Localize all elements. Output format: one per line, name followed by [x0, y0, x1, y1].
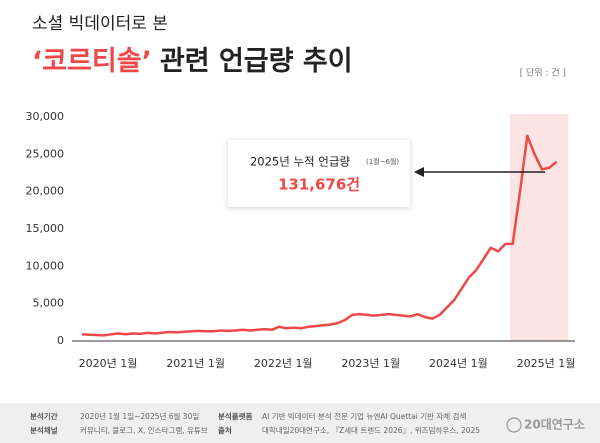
highlight-band — [510, 114, 569, 341]
footer — [0, 403, 600, 443]
title-highlight: ‘코르티솔’ — [32, 46, 152, 77]
footer-text: 2020년 1월 1일~2025년 6월 30일 — [80, 411, 199, 421]
footer-key: 분석플랫폼 — [218, 411, 253, 421]
y-tick-label: 0 — [57, 334, 64, 347]
logo: 20대연구소 — [524, 417, 585, 432]
line — [81, 134, 558, 337]
footer-key: 분석기간 — [30, 411, 58, 421]
x-tick-label: 2024년 1월 — [429, 357, 488, 370]
arrow-head — [414, 167, 424, 177]
title: ‘코르티솔’ 관련 언급량 추이 — [32, 46, 353, 77]
x-tick-label: 2023년 1월 — [341, 357, 400, 370]
footer-key: 분석채널 — [30, 425, 58, 435]
y-tick-label: 5,000 — [33, 297, 65, 310]
x-tick-label: 2022년 1월 — [254, 357, 313, 370]
unit: [ 단위 : 건 ] — [520, 68, 566, 79]
footer-key: 출처 — [218, 425, 232, 435]
subtitle: 소셜 빅데이터로 본 — [32, 14, 168, 34]
annotation-box — [228, 140, 410, 207]
y-tick-label: 10,000 — [26, 259, 65, 272]
footer-text: 커뮤니티, 블로그, X, 인스타그램, 유튜브 — [80, 425, 208, 435]
x-tick-label: 2021년 1월 — [166, 357, 225, 370]
annotation-note: (1월~6월) — [366, 157, 399, 166]
x-tick-label: 2025년 1월 — [517, 357, 576, 370]
title-rest: 관련 언급량 추이 — [160, 46, 353, 77]
y-tick-label: 30,000 — [26, 110, 65, 123]
footer-text: 대학내일20대연구소, 『Z세대 트렌드 2026』, 위즈덤하우스, 2025 — [262, 425, 480, 435]
footer-text: AI 기반 빅데이터 분석 전문 기업 뉴엔AI Quettai 기반 자체 검… — [262, 411, 466, 421]
annotation-value: 131,676건 — [278, 176, 360, 194]
y-tick-label: 25,000 — [26, 147, 65, 160]
annotation-label: 2025년 누적 언급량 — [250, 155, 350, 169]
x-tick-label: 2020년 1월 — [79, 357, 138, 370]
y-tick-label: 20,000 — [26, 185, 65, 198]
logo-icon — [506, 417, 522, 433]
y-tick-label: 15,000 — [26, 222, 65, 235]
